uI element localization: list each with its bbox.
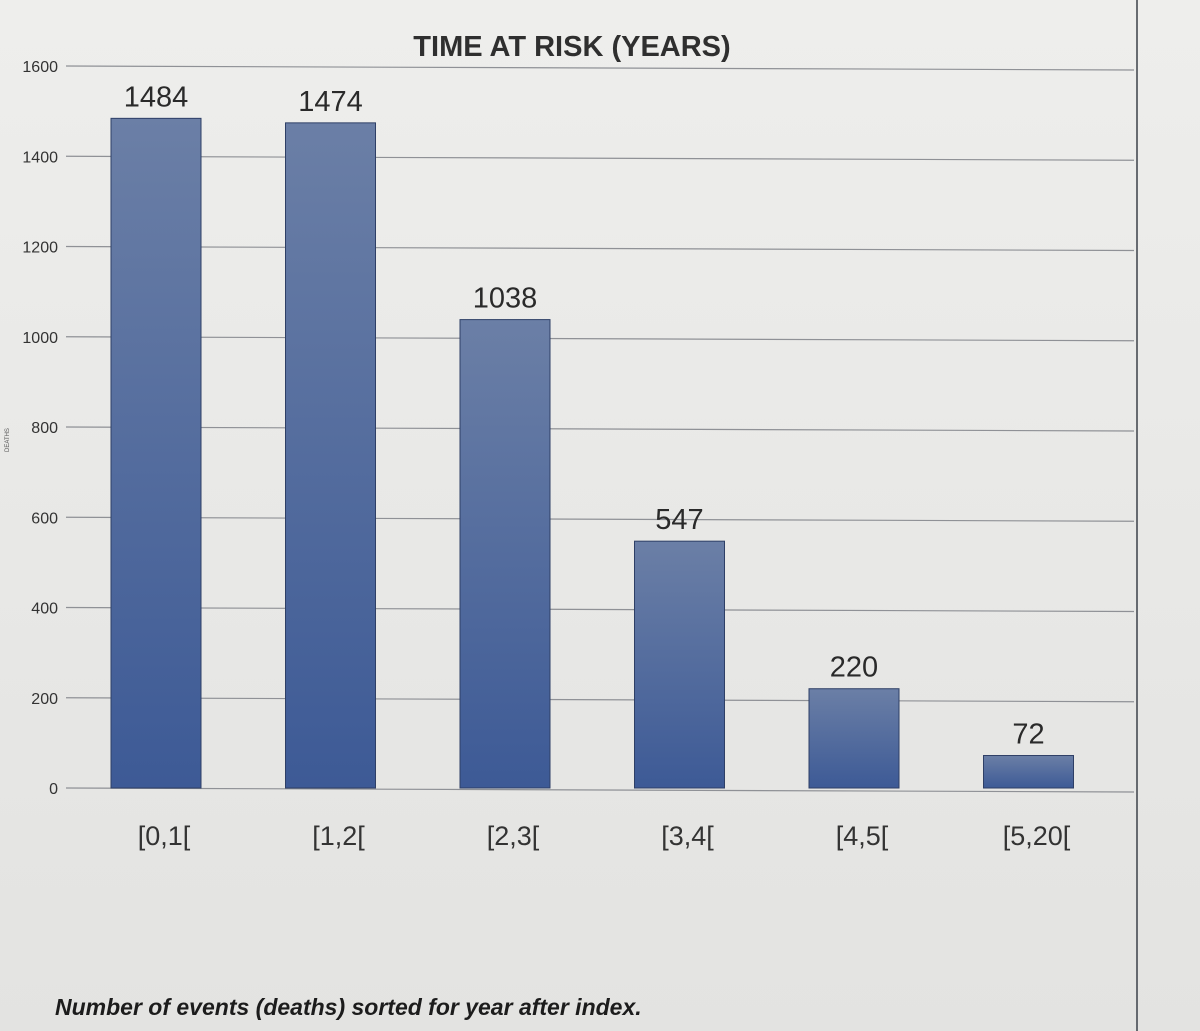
page-edge <box>1136 0 1138 1031</box>
bar <box>285 122 376 789</box>
x-category-label: [0,1[ <box>138 821 191 851</box>
x-category-label: [3,4[ <box>661 821 714 851</box>
y-tick-label: 200 <box>31 691 58 708</box>
gridline <box>65 516 1135 522</box>
y-tick-label: 1000 <box>22 330 58 347</box>
y-axis-label: DEATHS <box>5 428 11 452</box>
bar <box>983 755 1074 789</box>
bar-value-label: 1038 <box>473 283 538 315</box>
gridline <box>65 426 1135 432</box>
x-category-label: [2,3[ <box>487 821 540 851</box>
y-axis-ticks: 0 200 400 600 800 1000 1200 1400 1600 <box>22 59 58 798</box>
gridline <box>65 336 1135 342</box>
y-tick-label: 1400 <box>22 149 58 166</box>
gridline <box>65 606 1135 613</box>
bar <box>459 319 551 789</box>
y-tick-label: 1600 <box>22 59 58 76</box>
bar-value-label: 1474 <box>298 86 363 118</box>
bar <box>634 540 725 789</box>
bars <box>110 117 1074 789</box>
y-tick-label: 600 <box>31 510 58 527</box>
x-category-label: [4,5[ <box>836 821 889 851</box>
x-axis-categories: [0,1[ [1,2[ [2,3[ [3,4[ [4,5[ [5,20[ <box>138 821 1071 851</box>
bar-value-label: 1484 <box>124 81 189 113</box>
bar <box>110 117 202 789</box>
y-tick-label: 0 <box>49 781 58 798</box>
bar-value-label: 220 <box>830 652 878 684</box>
figure-caption: Number of events (deaths) sorted for yea… <box>55 994 642 1020</box>
gridline <box>65 697 1135 703</box>
bar-value-label: 72 <box>1012 719 1044 751</box>
gridline <box>65 787 1135 793</box>
bar <box>808 688 900 789</box>
y-tick-label: 400 <box>31 601 58 618</box>
y-tick-label: 800 <box>31 420 58 437</box>
gridline <box>65 245 1135 252</box>
x-category-label: [5,20[ <box>1003 821 1071 851</box>
gridline <box>65 155 1135 161</box>
gridlines <box>65 65 1135 793</box>
bar-value-label: 547 <box>655 504 703 536</box>
chart-title: TIME AT RISK (YEARS) <box>413 31 730 63</box>
data-labels: 1484 1474 1038 547 220 72 <box>124 81 1045 750</box>
gridline <box>65 65 1135 71</box>
y-tick-label: 1200 <box>22 240 58 257</box>
x-category-label: [1,2[ <box>312 821 365 851</box>
